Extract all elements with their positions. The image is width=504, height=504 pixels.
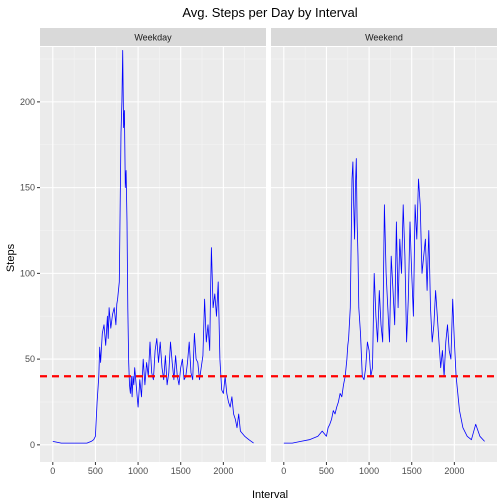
facet-strip-label: Weekday (134, 33, 172, 43)
panel-weekday: Weekday 0 500 1000 1500 2000 0 50 100 150 200 (20, 28, 266, 476)
x-tick-label: 2000 (444, 466, 464, 476)
chart-title: Avg. Steps per Day by Interval (182, 5, 357, 20)
y-tick-label: 50 (25, 354, 35, 364)
plot-panel-background (40, 47, 266, 462)
facet-strip-label: Weekend (365, 33, 403, 43)
facet-strip (40, 28, 266, 46)
facet-panels: Weekday 0 500 1000 1500 2000 0 50 100 150 200 Weeke… (20, 28, 497, 476)
y-tick-label: 150 (20, 183, 35, 193)
x-tick-label: 0 (50, 466, 55, 476)
x-tick-label: 2000 (213, 466, 233, 476)
x-tick-label: 500 (88, 466, 103, 476)
x-tick-label: 1500 (402, 466, 422, 476)
y-tick-label: 0 (30, 440, 35, 450)
y-axis-title: Steps (5, 243, 17, 272)
x-tick-label: 0 (281, 466, 286, 476)
x-tick-label: 1000 (128, 466, 148, 476)
x-axis-title: Interval (252, 489, 288, 501)
y-tick-label: 200 (20, 97, 35, 107)
steps-line (52, 50, 254, 444)
x-tick-label: 500 (319, 466, 334, 476)
x-tick-label: 1500 (171, 466, 191, 476)
y-tick-label: 100 (20, 268, 35, 278)
panel-weekend: Weekend 0 500 1000 1500 2000 (271, 28, 497, 476)
facet-strip (271, 28, 497, 46)
x-tick-label: 1000 (359, 466, 379, 476)
